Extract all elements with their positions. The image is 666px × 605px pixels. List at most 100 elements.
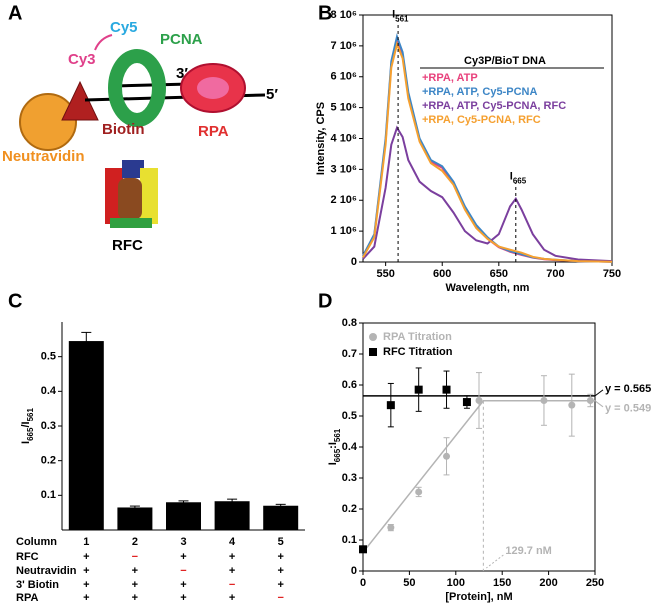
annotation-part: 561 — [395, 14, 409, 23]
panel-label: D — [318, 290, 332, 312]
annotation-part: 665 — [513, 176, 527, 185]
point — [359, 545, 367, 554]
x-tick-label: 650 — [490, 268, 508, 280]
annotation-line — [594, 389, 604, 397]
label: RFC — [112, 237, 143, 254]
point — [462, 398, 471, 407]
table-cell: + — [180, 551, 186, 563]
point — [475, 397, 483, 404]
rfc-shape — [122, 160, 144, 178]
point — [442, 385, 451, 394]
table-cell: + — [180, 592, 186, 604]
bar — [263, 505, 299, 530]
x-tick-label: 550 — [376, 268, 394, 280]
x-tick-label: 150 — [493, 577, 511, 589]
fit-line — [362, 400, 595, 553]
table-cell: + — [83, 565, 89, 577]
table-row-label: RPA — [16, 592, 38, 604]
table-row-label: 3' Biotin — [16, 579, 59, 591]
y-tick-label: 0 — [351, 256, 357, 268]
x-tick-label: 200 — [539, 577, 557, 589]
annotation-part: I — [510, 171, 513, 183]
table-cell: + — [229, 592, 235, 604]
table-cell: − — [180, 565, 186, 577]
x-tick-label: 600 — [433, 268, 451, 280]
y-tick-label: 3 10⁶ — [331, 163, 357, 175]
y-tick-label: 0.1 — [342, 534, 357, 546]
y-axis-label-part: 561 — [26, 408, 35, 422]
y-tick-label: 1 10⁶ — [331, 225, 357, 237]
pcna-shape — [108, 49, 166, 127]
label: Cy3 — [68, 51, 96, 68]
annotation: y = 0.565 — [605, 383, 651, 395]
rpa-shape — [197, 77, 229, 99]
y-tick-label: 2 10⁶ — [331, 194, 357, 206]
bar — [166, 502, 201, 530]
label: 3′ — [176, 65, 188, 82]
x-tick-label: 1 — [83, 536, 89, 548]
label: RPA — [198, 123, 229, 140]
point — [415, 488, 423, 496]
x-tick-label: 3 — [180, 536, 186, 548]
panel-label: B — [318, 2, 332, 24]
table-cell: + — [132, 565, 138, 577]
annotation-line — [594, 400, 604, 408]
legend-title: Cy3P/BioT DNA — [464, 55, 546, 67]
y-tick-label: 0.5 — [41, 351, 56, 363]
y-axis-label: I665:I561 — [327, 428, 342, 465]
y-tick-label: 0.1 — [41, 489, 56, 501]
y-axis-label-part: 665 — [26, 427, 35, 441]
table-cell: + — [229, 551, 235, 563]
table-cell: + — [277, 579, 283, 591]
y-axis-label-part: 665 — [333, 448, 342, 462]
fret-arrow — [94, 34, 113, 51]
table-cell: − — [132, 551, 138, 563]
x-tick-label: 0 — [360, 577, 366, 589]
annotation-arrow — [486, 554, 504, 569]
table-cell: + — [132, 579, 138, 591]
legend-label: +RPA, Cy5-PCNA, RFC — [422, 114, 541, 126]
table-cell: + — [277, 565, 283, 577]
annotation: I561 — [392, 9, 409, 24]
y-tick-label: 8 10⁶ — [331, 9, 357, 21]
x-axis-label: Wavelength, nm — [446, 282, 530, 294]
panel-label: A — [8, 2, 22, 24]
point — [586, 397, 594, 404]
y-tick-label: 0.5 — [342, 410, 357, 422]
x-axis-label: [Protein], nM — [445, 591, 512, 603]
y-tick-label: 0 — [351, 565, 357, 577]
point — [386, 401, 395, 410]
diagram: A Cy5 Cy3 PCNA 3′ 5′ Biotin RPA Neutravi… — [2, 2, 278, 254]
y-axis-label-part: :I — [327, 442, 339, 449]
y-tick-label: 0.7 — [342, 348, 357, 360]
annotation: y = 0.549 — [605, 403, 651, 415]
y-axis-label-part: I — [327, 462, 339, 465]
legend-label: +RPA, ATP, Cy5-PCNA — [422, 86, 537, 98]
y-tick-label: 4 10⁶ — [331, 132, 357, 144]
panel-label: C — [8, 290, 22, 312]
table-cell: − — [277, 592, 283, 604]
table-row-label: RFC — [16, 551, 39, 563]
point — [414, 385, 423, 394]
y-tick-label: 0.2 — [41, 455, 56, 467]
table-cell: + — [277, 551, 283, 563]
table-header: Column — [16, 536, 57, 548]
point — [568, 401, 576, 409]
annotation: I665 — [510, 171, 527, 186]
table-cell: + — [132, 592, 138, 604]
bar — [117, 507, 153, 530]
y-tick-label: 0.3 — [342, 472, 357, 484]
table-cell: + — [83, 592, 89, 604]
y-axis-label-part: 561 — [333, 428, 342, 442]
y-axis-label-part: I — [20, 441, 32, 444]
legend-label: RPA Titration — [383, 331, 452, 343]
y-axis-label-part: /I — [20, 421, 32, 427]
neutravidin-shape — [19, 93, 77, 151]
y-tick-label: 0.4 — [41, 385, 57, 397]
legend-swatch — [369, 333, 377, 341]
y-tick-label: 7 10⁶ — [331, 40, 357, 52]
label: PCNA — [160, 31, 203, 48]
legend-label: RFC Titration — [383, 346, 453, 358]
table-cell: + — [180, 579, 186, 591]
